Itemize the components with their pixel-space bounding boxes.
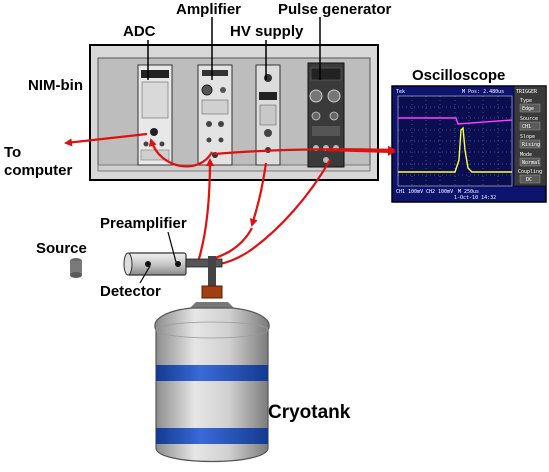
cable-pulsegen-to-oscilloscope [325, 147, 396, 156]
osc-menu-label: Source [520, 116, 538, 122]
detector-label: Detector [100, 283, 161, 300]
cryotank-band-upper [156, 365, 268, 381]
osc-menu: Type Edge Source CH1 Slope Rising Mode N… [518, 98, 542, 184]
cryotank-band-lower [156, 428, 268, 444]
signal-cables [64, 132, 396, 268]
cable-pulsegen-to-preamp [247, 159, 331, 253]
preamplifier-label: Preamplifier [100, 215, 187, 232]
cryotank [154, 256, 270, 463]
osc-menu-item[interactable]: Coupling DC [518, 169, 542, 184]
cable-hv-to-preamp-end [199, 227, 253, 264]
oscilloscope: Tek M Pos: 2.480us TRIGGER Type Edge Sou… [391, 85, 547, 203]
detector-assembly [123, 231, 223, 284]
osc-menu-label: Slope [520, 134, 535, 140]
osc-menu-value: DC [526, 177, 532, 183]
osc-menu-item[interactable]: Mode Normal [519, 152, 541, 167]
osc-trigger: TRIGGER [516, 89, 538, 95]
hv-supply-label: HV supply [230, 23, 304, 40]
osc-menu-label: Mode [520, 152, 532, 158]
detector-dot [145, 261, 151, 267]
cryotank-label: Cryotank [268, 402, 351, 423]
osc-top-left: Tek [396, 89, 405, 95]
osc-menu-value: Edge [522, 106, 534, 112]
osc-menu-item[interactable]: Type Edge [519, 98, 541, 113]
osc-menu-item[interactable]: Slope Rising [519, 134, 541, 149]
cryotank-body [154, 307, 270, 463]
cryotank-neck-cap [201, 285, 223, 299]
osc-bottom-m: M 250us [458, 189, 479, 195]
oscilloscope-label: Oscilloscope [412, 67, 505, 84]
osc-menu-label: Type [520, 98, 532, 104]
osc-menu-value: Normal [522, 160, 540, 166]
cable-preamp-to-amplifier [196, 158, 214, 263]
to-computer-label-line1: To [4, 144, 21, 161]
osc-menu-value: Rising [522, 142, 540, 148]
amplifier-module [197, 64, 233, 166]
osc-top-status: M Pos: 2.480us [462, 89, 504, 95]
label-pointers [147, 17, 321, 80]
amplifier-label: Amplifier [176, 1, 241, 18]
adc-label: ADC [123, 23, 156, 40]
to-computer-label-line2: computer [4, 162, 73, 179]
osc-menu-item[interactable]: Source CH1 [519, 116, 541, 131]
cable-adc-to-computer [64, 132, 148, 147]
pulse-generator-label: Pulse generator [278, 1, 392, 18]
osc-bottom-ch2: CH2 100mV [426, 189, 453, 195]
osc-bottom-ch1: CH1 100mV [396, 189, 423, 195]
nim-bin-label: NIM-bin [28, 77, 83, 94]
osc-menu-label: Coupling [518, 169, 542, 175]
adc-module [137, 64, 173, 166]
source-label: Source [36, 240, 87, 257]
preamplifier-dot [175, 261, 181, 267]
osc-menu-value: CH1 [522, 124, 531, 130]
osc-bottom-date: 1-Oct-10 14:32 [454, 195, 496, 201]
cable-hv-to-preamp [249, 162, 268, 227]
cable-amplifier-to-oscilloscope [213, 145, 396, 156]
oscilloscope-trace-ch2 [398, 117, 513, 125]
oscilloscope-trace-ch1 [398, 126, 512, 173]
source-vial [70, 258, 82, 278]
